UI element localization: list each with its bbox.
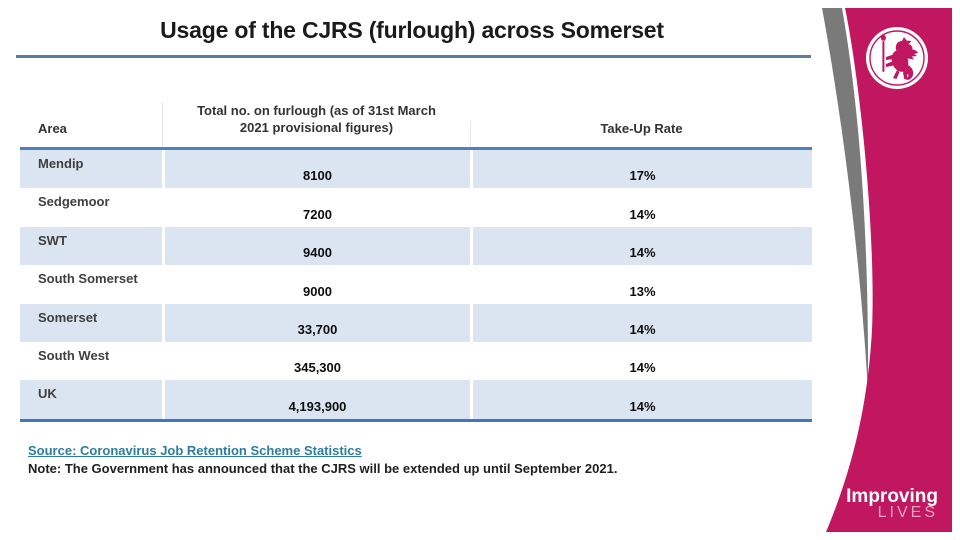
area-cell: Sedgemoor <box>38 194 110 210</box>
rate-cell: 14% <box>470 341 812 381</box>
area-cell: Somerset <box>38 309 98 325</box>
rate-cell: 14% <box>470 303 812 342</box>
note-text: Note: The Government has announced that … <box>28 461 618 476</box>
table-row-south-west: South West 345,300 14% <box>20 341 812 381</box>
table-body: Mendip 8100 17% Sedgemoor 7200 14% SWT 9… <box>20 150 812 422</box>
table-row-mendip: Mendip 8100 17% <box>20 150 812 189</box>
title-rule <box>16 55 811 58</box>
area-cell: SWT <box>38 232 67 248</box>
rate-cell: 13% <box>470 265 812 304</box>
area-cell: UK <box>38 386 57 402</box>
table-row-somerset: Somerset 33,700 14% <box>20 303 812 342</box>
area-cell: Mendip <box>38 156 84 171</box>
column-header-take-up-rate: Take-Up Rate <box>470 121 812 147</box>
furlough-table: Area Total no. on furlough (as of 31st M… <box>20 92 812 422</box>
furlough-cell: 7200 <box>162 188 470 227</box>
area-cell: South West <box>38 347 110 363</box>
somerset-dragon-logo <box>866 27 928 89</box>
column-header-furlough: Total no. on furlough (as of 31st March … <box>162 102 470 147</box>
furlough-cell: 9000 <box>162 265 470 304</box>
pink-swoosh-shape <box>826 8 952 532</box>
table-header-row: Area Total no. on furlough (as of 31st M… <box>20 92 812 150</box>
footer: Source: Coronavirus Job Retention Scheme… <box>28 443 617 476</box>
brand-swoosh <box>822 8 952 532</box>
furlough-cell: 4,193,900 <box>162 380 470 419</box>
column-header-furlough-line1: Total no. on furlough (as of 31st March <box>197 103 436 118</box>
gray-accent-stripe <box>822 8 869 392</box>
furlough-cell: 8100 <box>162 150 470 189</box>
furlough-cell: 9400 <box>162 226 470 266</box>
column-header-furlough-line2: 2021 provisional figures) <box>239 120 394 135</box>
dragon-icon <box>880 34 918 80</box>
rate-cell: 14% <box>470 380 812 419</box>
table-row-sedgemoor: Sedgemoor 7200 14% <box>20 188 812 227</box>
furlough-cell: 33,700 <box>162 303 470 342</box>
improving-text: Improving <box>846 486 938 507</box>
table-row-south-somerset: South Somerset 9000 13% <box>20 265 812 304</box>
rate-cell: 17% <box>470 150 812 189</box>
brand-tagline: Improving LIVES <box>846 486 938 521</box>
table-row-uk: UK 4,193,900 14% <box>20 380 812 419</box>
table-row-swt: SWT 9400 14% <box>20 226 812 266</box>
rate-cell: 14% <box>470 226 812 266</box>
rate-cell: 14% <box>470 188 812 227</box>
area-cell: South Somerset <box>38 271 138 287</box>
page-title: Usage of the CJRS (furlough) across Some… <box>160 17 664 43</box>
lives-text: LIVES <box>877 504 938 521</box>
column-header-area: Area <box>38 121 67 136</box>
furlough-cell: 345,300 <box>162 341 470 381</box>
source-link[interactable]: Source: Coronavirus Job Retention Scheme… <box>28 443 362 458</box>
